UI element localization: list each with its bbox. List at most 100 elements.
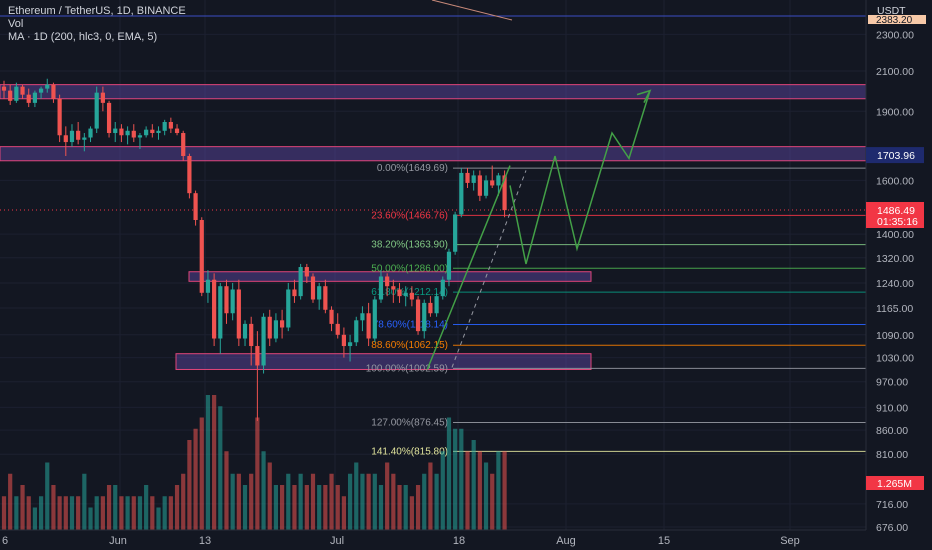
price-tick-label: 1320.00 <box>876 253 914 265</box>
candle-body <box>471 175 476 183</box>
fib-level-label: 127.00%(876.45) <box>371 418 448 429</box>
candle-body <box>150 129 155 134</box>
volume-bar <box>354 462 359 530</box>
volume-bar <box>236 473 241 530</box>
time-tick-label: 18 <box>453 535 465 547</box>
candle-body <box>88 128 93 138</box>
candle-body <box>403 292 408 297</box>
top-price-badge-text: 2383.20 <box>876 15 913 26</box>
candle-body <box>434 296 439 314</box>
price-tick-label: 1030.00 <box>876 353 914 365</box>
volume-bar <box>94 496 99 530</box>
volume-bar <box>20 485 25 530</box>
volume-bar <box>502 451 507 530</box>
time-tick-label: 6 <box>2 535 8 547</box>
volume-bar <box>125 496 130 530</box>
volume-bar <box>403 485 408 530</box>
candle-body <box>385 276 390 287</box>
volume-bar <box>360 473 365 530</box>
fib-level-label: 50.00%(1286.00) <box>371 263 448 274</box>
price-tick-label: 716.00 <box>876 499 908 511</box>
fib-level-label: 0.00%(1649.69) <box>377 163 448 174</box>
fib-level-label: 38.20%(1363.90) <box>371 240 448 251</box>
candle-body <box>199 219 204 293</box>
volume-bar <box>38 496 44 530</box>
volume-bar <box>8 473 13 530</box>
volume-bar <box>434 473 439 530</box>
candle-body <box>273 320 279 339</box>
volume-bar <box>14 496 19 530</box>
ma-indicator-label: MA · 1D (200, hlc3, 0, EMA, 5) <box>8 31 158 43</box>
volume-bar <box>1 496 7 530</box>
candle-body <box>477 175 482 196</box>
current-price-text: 1486.49 <box>877 205 915 217</box>
fib-level-label: 88.60%(1062.15) <box>371 340 448 351</box>
candle-body <box>378 276 384 300</box>
candle-body <box>323 286 328 310</box>
candle-body <box>119 128 124 136</box>
arrow-head-icon <box>636 89 652 103</box>
volume-bar <box>199 417 204 530</box>
volume-bar <box>261 451 266 530</box>
volume-bar <box>174 485 180 530</box>
level-badge-text: 1703.96 <box>877 150 915 162</box>
candle-body <box>26 94 31 103</box>
candle-body <box>32 92 37 103</box>
candle-body <box>409 292 414 300</box>
candle-body <box>446 251 452 280</box>
candle-body <box>292 289 297 297</box>
price-tick-label: 1165.00 <box>876 303 913 315</box>
candle-body <box>100 92 105 103</box>
price-tick-label: 1090.00 <box>876 330 914 342</box>
fib-level-label: 100.00%(1002.59) <box>366 363 448 374</box>
price-tick-label: 1240.00 <box>876 278 914 290</box>
fib-level-label: 23.60%(1466.76) <box>371 210 448 221</box>
candle-body <box>236 289 241 339</box>
candle-body <box>304 267 309 277</box>
volume-bar <box>304 485 309 530</box>
volume-bar <box>255 417 260 530</box>
candle-body <box>280 320 285 328</box>
trend-line-top <box>431 0 513 21</box>
volume-bar <box>100 496 105 530</box>
volume-bar <box>273 485 279 530</box>
volume-bar <box>119 496 124 530</box>
volume-bar <box>106 485 112 530</box>
candle-body <box>298 267 303 297</box>
volume-bar <box>453 428 458 530</box>
volume-bar <box>323 485 328 530</box>
price-tick-label: 2100.00 <box>876 66 914 78</box>
volume-bar <box>162 496 167 530</box>
price-tick-label: 2300.00 <box>876 29 914 41</box>
price-tick-label: 970.00 <box>876 377 908 389</box>
candle-body <box>249 323 254 347</box>
volume-bar <box>385 462 390 530</box>
candlesticks <box>1 78 507 421</box>
candle-body <box>422 302 427 332</box>
candle-body <box>496 175 501 186</box>
volume-bar <box>144 485 149 530</box>
candle-body <box>465 172 470 183</box>
volume-bar <box>224 451 229 530</box>
time-tick-label: 15 <box>658 535 670 547</box>
candle-body <box>335 323 340 335</box>
candle-body <box>1 86 7 91</box>
candle-body <box>113 128 118 134</box>
volume-bar <box>205 395 211 530</box>
volume-bar <box>137 496 143 530</box>
support-zone <box>188 271 592 282</box>
volume-bar <box>310 473 316 530</box>
candle-body <box>230 289 235 314</box>
volume-bar <box>218 406 223 530</box>
volume-label: Vol <box>8 18 24 30</box>
volume-bar <box>496 451 501 530</box>
time-tick-label: Sep <box>780 535 800 547</box>
candle-body <box>453 214 458 252</box>
support-zone <box>175 353 592 370</box>
resistance-zone <box>0 84 867 100</box>
volume-bar <box>415 485 421 530</box>
volume-bar <box>286 473 291 530</box>
candle-body <box>329 309 334 324</box>
candle-body <box>366 313 371 339</box>
